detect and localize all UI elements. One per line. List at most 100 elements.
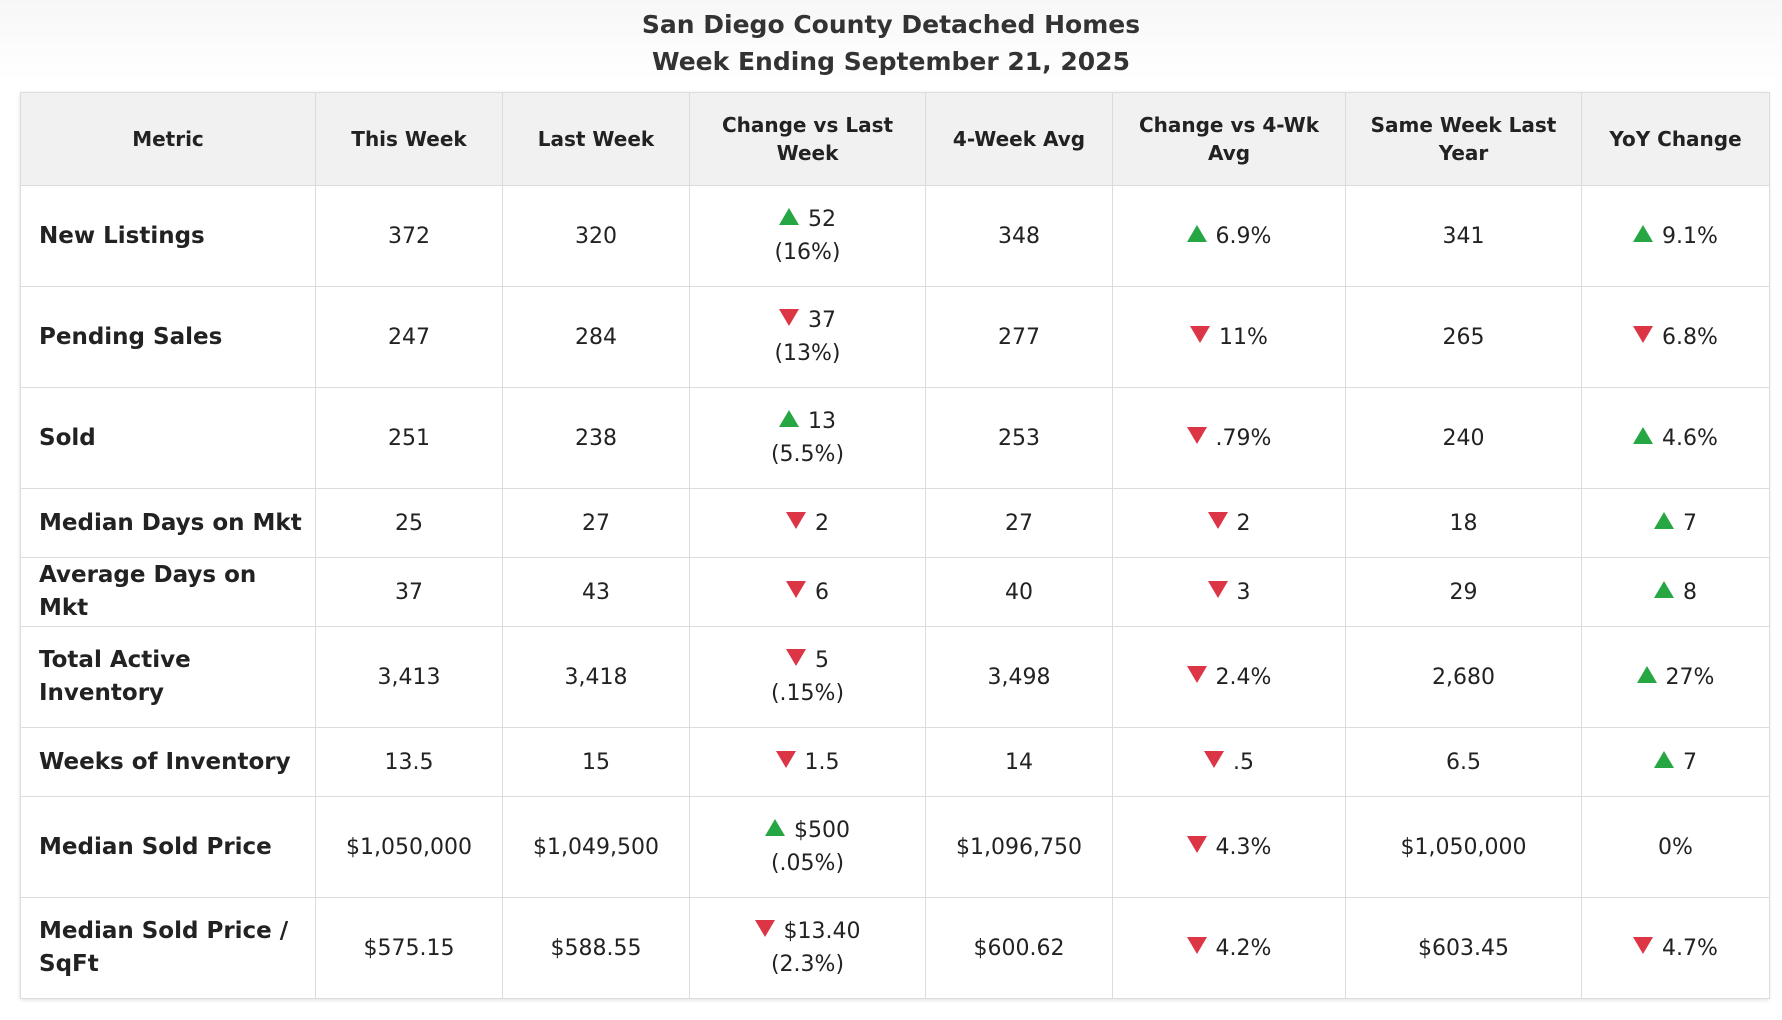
same-week-last-year-cell: 18: [1345, 488, 1582, 558]
change-value: 4.3%: [1215, 834, 1272, 860]
yoy-change-cell: 4.7%: [1581, 897, 1770, 999]
change-value: 1.5: [804, 749, 840, 775]
change-value-line: 5: [786, 644, 829, 677]
change-value-line: 52: [779, 203, 836, 236]
change-value: 11%: [1219, 324, 1268, 350]
change-percent: (2.3%): [770, 952, 845, 977]
change-vs-4wk-avg-cell: 3: [1112, 557, 1346, 627]
table-body: New Listings 372 320 52 (16%) 348 6.9% 341 9.1% P…: [20, 185, 1770, 999]
table-row: Median Days on Mkt 25 27 2 27 2 18 7: [20, 488, 1770, 558]
down-arrow-icon: [1186, 835, 1207, 853]
change-value-line: $500: [765, 814, 850, 847]
change-value-line: 2.4%: [1186, 661, 1272, 694]
yoy-change-cell: 7: [1581, 488, 1770, 558]
change-value-line: 0%: [1658, 831, 1693, 864]
change-value-line: 6.8%: [1633, 321, 1718, 354]
change-value: 6.8%: [1662, 324, 1718, 350]
change-value-line: 1.5: [775, 746, 840, 779]
change-vs-last-week-cell: $500 (.05%): [689, 796, 926, 898]
change-value: 2.4%: [1215, 664, 1272, 690]
change-value-line: 8: [1654, 576, 1697, 609]
this-week-cell: $1,050,000: [315, 796, 503, 898]
up-arrow-icon: [765, 819, 785, 836]
four-week-avg-cell: 277: [925, 286, 1113, 388]
change-value: $13.40: [783, 919, 861, 944]
table-row: Weeks of Inventory 13.5 15 1.5 14 .5 6.5 7: [20, 727, 1770, 797]
change-value-line: 2: [1207, 507, 1251, 540]
down-arrow-icon: [1190, 325, 1211, 343]
four-week-avg-cell: 253: [925, 387, 1113, 489]
change-vs-last-week-cell: 52 (16%): [689, 185, 926, 287]
table-row: Pending Sales 247 284 37 (13%) 277 11% 265 6.8%: [20, 286, 1770, 388]
column-header: Metric: [20, 92, 316, 186]
change-value: 52: [808, 207, 836, 232]
change-value: .5: [1233, 749, 1254, 775]
change-vs-last-week-cell: 13 (5.5%): [689, 387, 926, 489]
change-value-line: 7: [1654, 507, 1697, 540]
table-row: Total Active Inventory 3,413 3,418 5 (.15%) 3…: [20, 626, 1770, 728]
change-vs-4wk-avg-cell: 6.9%: [1112, 185, 1346, 287]
table-row: Median Sold Price / SqFt $575.15 $588.55 $1…: [20, 897, 1770, 999]
metric-name-cell: Sold: [20, 387, 316, 489]
change-value: 37: [808, 308, 836, 333]
change-percent: (5.5%): [770, 442, 845, 467]
change-value-line: .79%: [1186, 422, 1271, 455]
up-arrow-icon: [1654, 511, 1674, 529]
same-week-last-year-cell: 265: [1345, 286, 1582, 388]
change-value-line: 11%: [1190, 321, 1268, 354]
four-week-avg-cell: 3,498: [925, 626, 1113, 728]
change-value: 0%: [1658, 834, 1693, 860]
up-arrow-icon: [1654, 750, 1674, 768]
four-week-avg-cell: 14: [925, 727, 1113, 797]
down-arrow-icon: [1186, 426, 1207, 444]
change-value-line: 2: [786, 507, 829, 540]
column-header: Change vs Last Week: [689, 92, 926, 186]
yoy-change-cell: 9.1%: [1581, 185, 1770, 287]
yoy-change-cell: 7: [1581, 727, 1770, 797]
header-row: Metric This Week Last Week Change vs Las…: [20, 92, 1770, 186]
change-value: 2: [815, 510, 829, 536]
up-arrow-icon: [1186, 224, 1207, 242]
this-week-cell: 251: [315, 387, 503, 489]
change-vs-4wk-avg-cell: .79%: [1112, 387, 1346, 489]
chart-title-block: San Diego County Detached Homes Week End…: [0, 6, 1782, 80]
column-header: Same Week Last Year: [1345, 92, 1582, 186]
change-value: 4.6%: [1662, 425, 1718, 451]
last-week-cell: 3,418: [502, 626, 690, 728]
this-week-cell: 372: [315, 185, 503, 287]
change-value-line: 13: [779, 405, 836, 438]
same-week-last-year-cell: $603.45: [1345, 897, 1582, 999]
this-week-cell: 37: [315, 557, 503, 627]
change-value-line: 4.6%: [1633, 422, 1718, 455]
change-value: 2: [1236, 510, 1251, 536]
change-value: 7: [1683, 749, 1697, 775]
change-value-line: 27%: [1636, 661, 1714, 694]
column-header: This Week: [315, 92, 503, 186]
change-vs-last-week-cell: 6: [689, 557, 926, 627]
four-week-avg-cell: 348: [925, 185, 1113, 287]
change-value-line: 6: [786, 576, 829, 609]
metric-name-cell: Median Sold Price / SqFt: [20, 897, 316, 999]
last-week-cell: $588.55: [502, 897, 690, 999]
down-arrow-icon: [786, 511, 806, 529]
this-week-cell: 3,413: [315, 626, 503, 728]
four-week-avg-cell: 40: [925, 557, 1113, 627]
four-week-avg-cell: 27: [925, 488, 1113, 558]
metric-name-cell: Total Active Inventory: [20, 626, 316, 728]
change-vs-last-week-cell: $13.40 (2.3%): [689, 897, 926, 999]
up-arrow-icon: [1636, 665, 1657, 683]
down-arrow-icon: [1633, 936, 1654, 954]
change-vs-4wk-avg-cell: 2.4%: [1112, 626, 1346, 728]
change-vs-last-week-cell: 37 (13%): [689, 286, 926, 388]
change-value-line: 7: [1654, 746, 1697, 779]
change-percent: (16%): [774, 240, 841, 265]
last-week-cell: 320: [502, 185, 690, 287]
change-vs-last-week-cell: 5 (.15%): [689, 626, 926, 728]
change-value: $500: [794, 818, 850, 843]
up-arrow-icon: [1633, 426, 1654, 444]
metric-name-cell: Pending Sales: [20, 286, 316, 388]
change-percent: (.15%): [770, 681, 845, 706]
same-week-last-year-cell: 2,680: [1345, 626, 1582, 728]
up-arrow-icon: [1654, 580, 1674, 598]
change-value-line: 3: [1207, 576, 1251, 609]
